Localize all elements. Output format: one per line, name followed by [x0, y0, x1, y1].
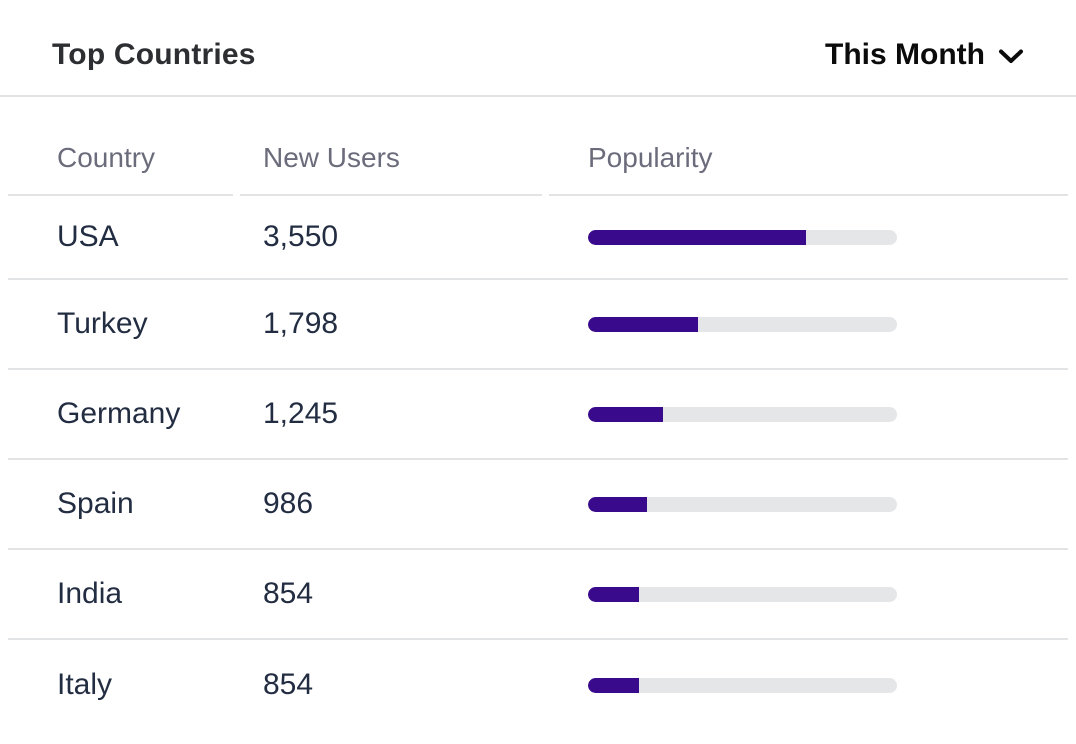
popularity-bar-track: [588, 677, 897, 693]
popularity-bar-fill: [588, 229, 807, 245]
table-row: Turkey 1,798: [8, 280, 1068, 370]
popularity-bar-track: [588, 229, 897, 245]
country-cell: Germany: [57, 397, 181, 430]
country-cell: Italy: [57, 668, 113, 701]
popularity-bar-fill: [588, 406, 664, 422]
new-users-cell: 3,550: [263, 220, 339, 253]
top-countries-table: Country New Users Popularity USA 3,550 T…: [8, 97, 1068, 730]
country-cell: USA: [57, 220, 119, 253]
table-row: Italy 854: [8, 640, 1068, 730]
column-header-country: Country: [8, 97, 233, 196]
column-header-popularity: Popularity: [549, 97, 1068, 196]
popularity-bar-fill: [588, 586, 639, 602]
table-header-row: Country New Users Popularity: [8, 97, 1068, 196]
widget-title: Top Countries: [52, 37, 256, 71]
widget-header: Top Countries This Month: [0, 0, 1076, 97]
table-row: India 854: [8, 550, 1068, 640]
new-users-cell: 1,245: [263, 397, 339, 430]
popularity-cell: [549, 677, 1068, 693]
popularity-bar-track: [588, 316, 897, 332]
chevron-down-icon: [998, 48, 1024, 65]
country-cell: Turkey: [57, 307, 148, 340]
new-users-cell: 854: [263, 577, 314, 610]
column-header-new-users: New Users: [240, 97, 542, 196]
popularity-bar-fill: [588, 316, 698, 332]
new-users-cell: 986: [263, 487, 314, 520]
popularity-bar-track: [588, 586, 897, 602]
popularity-cell: [549, 406, 1068, 422]
popularity-bar-fill: [588, 496, 648, 512]
table-row: USA 3,550: [8, 196, 1068, 280]
period-dropdown[interactable]: This Month: [825, 38, 1024, 72]
country-cell: India: [57, 577, 123, 610]
table-body: USA 3,550 Turkey 1,798 Germany 1,245 Spa…: [8, 196, 1068, 730]
popularity-bar-track: [588, 496, 897, 512]
popularity-cell: [549, 229, 1068, 245]
period-dropdown-label: This Month: [825, 37, 985, 71]
popularity-cell: [549, 496, 1068, 512]
popularity-bar-fill: [588, 677, 639, 693]
country-cell: Spain: [57, 487, 134, 520]
popularity-cell: [549, 316, 1068, 332]
table-row: Germany 1,245: [8, 370, 1068, 460]
new-users-cell: 1,798: [263, 307, 339, 340]
new-users-cell: 854: [263, 668, 314, 701]
table-row: Spain 986: [8, 460, 1068, 550]
popularity-cell: [549, 586, 1068, 602]
popularity-bar-track: [588, 406, 897, 422]
